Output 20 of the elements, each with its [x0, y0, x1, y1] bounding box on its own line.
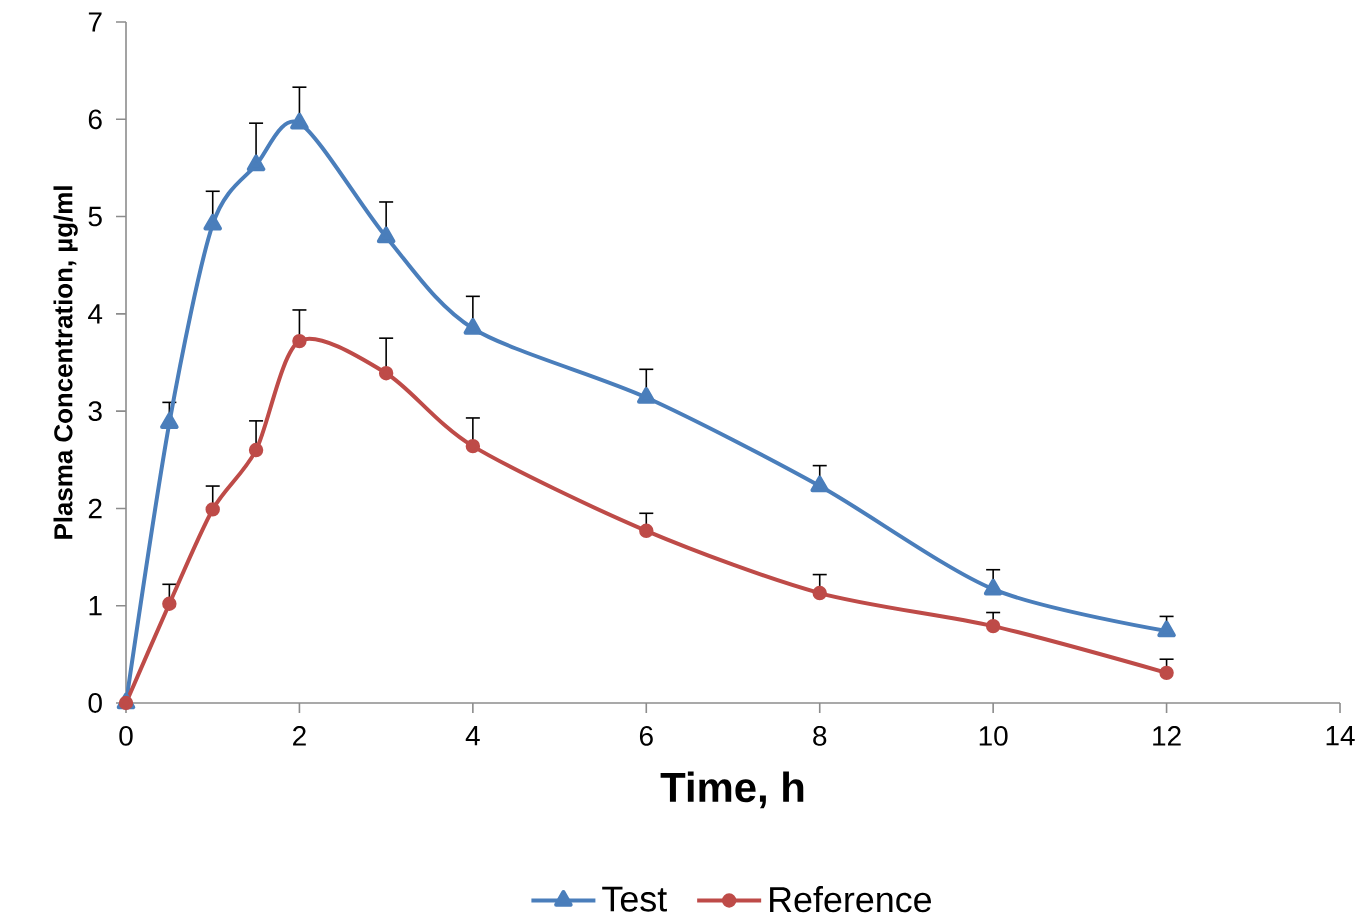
- y-tick-label: 4: [88, 304, 103, 324]
- x-tick-label: 4: [465, 726, 480, 746]
- x-axis-title: Time, h: [660, 771, 804, 809]
- y-tick-label: 0: [88, 693, 102, 713]
- x-tick-label: 12: [1153, 726, 1181, 746]
- x-tick-label: 6: [639, 726, 653, 746]
- legend-label: Test: [602, 886, 667, 912]
- legend-label: Reference: [770, 886, 931, 913]
- y-tick-label: 6: [88, 109, 102, 130]
- x-tick-label: 0: [119, 726, 133, 746]
- y-axis-title: Plasma Concentration, µg/ml: [53, 186, 78, 539]
- y-tick-label: 2: [88, 498, 102, 519]
- x-tick-label: 14: [1326, 726, 1355, 746]
- y-tick-label: 5: [88, 206, 102, 227]
- x-tick-label: 8: [813, 726, 827, 746]
- y-tick-label: 1: [89, 596, 102, 616]
- y-tick-label: 7: [88, 12, 102, 32]
- x-tick-label: 10: [979, 726, 1008, 746]
- y-tick-label: 3: [88, 401, 102, 422]
- x-tick-label: 2: [293, 726, 306, 746]
